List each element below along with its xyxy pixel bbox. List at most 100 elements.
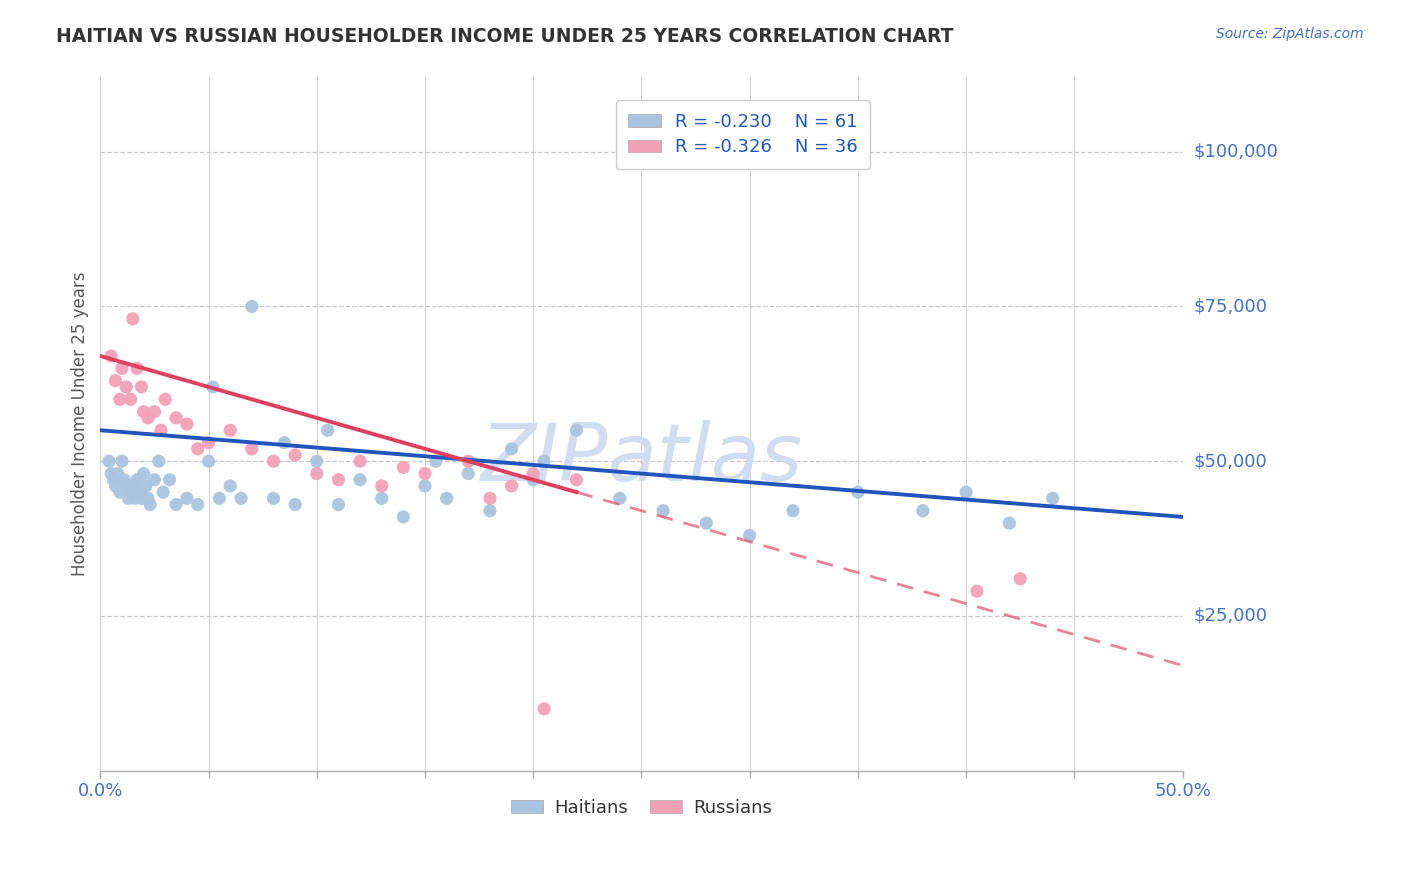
Point [911, 504, 934, 518]
Point [609, 491, 631, 506]
Point [100, 349, 122, 363]
Point [219, 423, 242, 437]
Point [413, 467, 436, 481]
Point [121, 479, 143, 493]
Point [273, 435, 295, 450]
Point [112, 473, 135, 487]
Point [998, 516, 1021, 530]
Point [103, 473, 125, 487]
Point [263, 491, 285, 506]
Text: ZIPatlas: ZIPatlas [481, 420, 803, 498]
Text: Source: ZipAtlas.com: Source: ZipAtlas.com [1216, 27, 1364, 41]
Point [349, 454, 371, 468]
Point [136, 491, 159, 506]
Point [115, 479, 138, 493]
Point [522, 473, 544, 487]
Point [1042, 491, 1064, 506]
Point [152, 485, 174, 500]
Point [187, 442, 209, 456]
Point [120, 485, 142, 500]
Point [127, 473, 149, 487]
Point [127, 361, 149, 376]
Point [107, 467, 129, 481]
Point [305, 467, 328, 481]
Point [457, 467, 479, 481]
Point [263, 454, 285, 468]
Point [370, 491, 392, 506]
Point [197, 454, 219, 468]
Point [305, 454, 328, 468]
Point [98, 454, 121, 468]
Point [117, 491, 139, 506]
Point [966, 584, 988, 599]
Point [240, 442, 263, 456]
Point [240, 300, 263, 314]
Point [652, 504, 675, 518]
Point [187, 498, 209, 512]
Point [955, 485, 977, 500]
Point [219, 479, 242, 493]
Point [143, 405, 166, 419]
Text: $100,000: $100,000 [1194, 143, 1278, 161]
Point [139, 498, 162, 512]
Point [132, 405, 155, 419]
Point [349, 473, 371, 487]
Point [159, 473, 181, 487]
Point [201, 380, 224, 394]
Point [370, 479, 392, 493]
Point [176, 491, 198, 506]
Point [131, 491, 153, 506]
Point [100, 467, 122, 481]
Point [136, 410, 159, 425]
Point [328, 498, 350, 512]
Point [143, 473, 166, 487]
Point [457, 454, 479, 468]
Point [108, 485, 131, 500]
Point [782, 504, 804, 518]
Point [121, 311, 143, 326]
Point [120, 392, 142, 407]
Text: $75,000: $75,000 [1194, 297, 1268, 316]
Point [846, 485, 869, 500]
Point [413, 479, 436, 493]
Text: HAITIAN VS RUSSIAN HOUSEHOLDER INCOME UNDER 25 YEARS CORRELATION CHART: HAITIAN VS RUSSIAN HOUSEHOLDER INCOME UN… [56, 27, 953, 45]
Point [284, 448, 307, 462]
Point [111, 454, 134, 468]
Point [229, 491, 252, 506]
Point [533, 702, 555, 716]
Point [392, 509, 415, 524]
Point [197, 435, 219, 450]
Point [111, 361, 134, 376]
Point [478, 504, 501, 518]
Point [392, 460, 415, 475]
Point [328, 473, 350, 487]
Point [108, 392, 131, 407]
Point [132, 467, 155, 481]
Point [565, 423, 588, 437]
Point [135, 479, 157, 493]
Point [131, 380, 153, 394]
Point [436, 491, 458, 506]
Point [165, 410, 187, 425]
Point [149, 423, 172, 437]
Point [165, 498, 187, 512]
Point [115, 380, 138, 394]
Point [738, 528, 761, 542]
Point [176, 417, 198, 431]
Point [533, 454, 555, 468]
Point [522, 467, 544, 481]
Point [501, 442, 523, 456]
Point [104, 479, 127, 493]
Point [104, 374, 127, 388]
Point [208, 491, 231, 506]
Point [128, 485, 150, 500]
Point [695, 516, 717, 530]
Point [478, 491, 501, 506]
Point [284, 498, 307, 512]
Legend: Haitians, Russians: Haitians, Russians [503, 791, 779, 824]
Point [316, 423, 339, 437]
Point [501, 479, 523, 493]
Point [148, 454, 170, 468]
Text: $25,000: $25,000 [1194, 607, 1268, 625]
Point [425, 454, 447, 468]
